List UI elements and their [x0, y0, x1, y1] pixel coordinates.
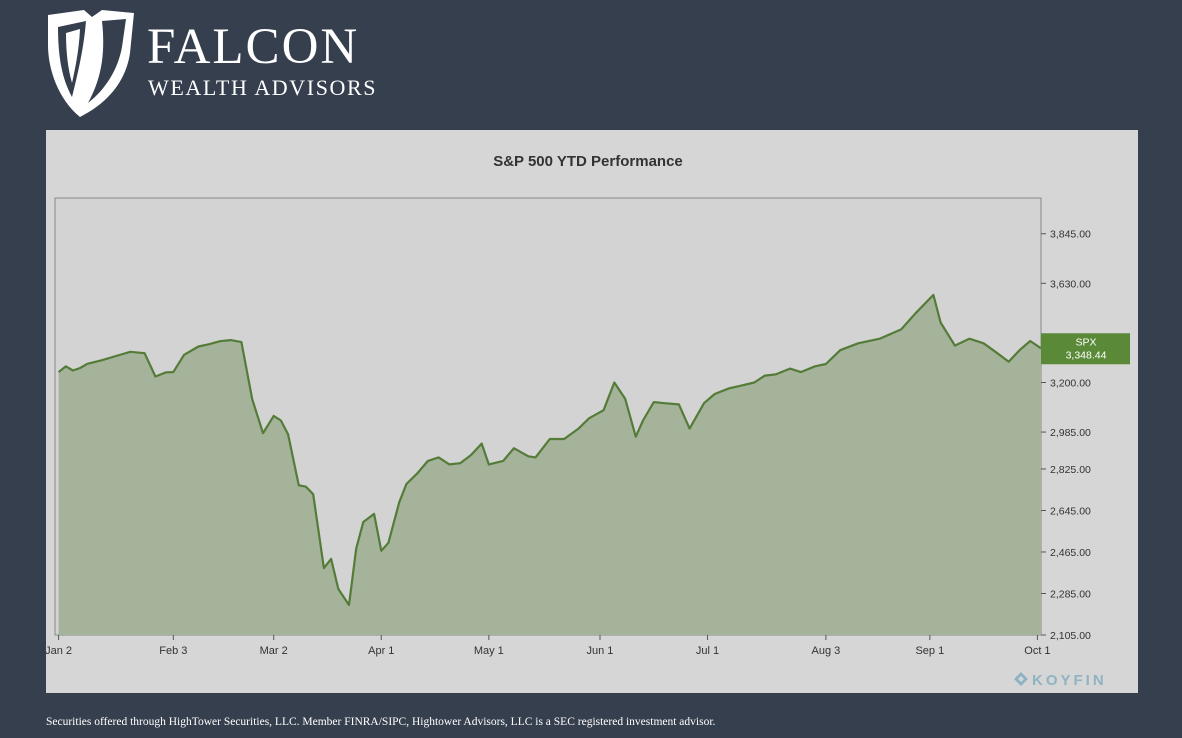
koyfin-text: KOYFIN: [1032, 672, 1107, 689]
x-tick-label: Feb 3: [159, 645, 187, 657]
chart-title: S&P 500 YTD Performance: [493, 153, 683, 170]
series-area-spx: [58, 294, 1042, 635]
y-tick-label: 3,200.00: [1050, 377, 1091, 389]
x-tick-label: Jan 2: [46, 645, 72, 657]
series-line-spx: [57, 293, 1042, 607]
x-tick-label: Aug 3: [811, 645, 840, 657]
y-tick-label: 2,105.00: [1050, 630, 1091, 642]
x-tick-label: May 1: [474, 645, 504, 657]
x-tick-label: Mar 2: [260, 645, 288, 657]
y-tick-label: 3,630.00: [1050, 278, 1091, 290]
y-tick-label: 2,985.00: [1050, 427, 1091, 439]
x-tick-label: Sep 1: [915, 645, 944, 657]
brand-name: FALCON: [147, 19, 360, 75]
brand-subtitle: WEALTH ADVISORS: [148, 75, 378, 100]
header: FALCON WEALTH ADVISORS: [0, 0, 1182, 128]
y-tick-label: 2,285.00: [1050, 588, 1091, 600]
disclaimer: Securities offered through HighTower Sec…: [46, 716, 716, 728]
x-axis: Jan 2 Feb 3 Mar 2 Apr 1 May 1 Jun 1 Jul 1 Aug 3…: [46, 635, 1051, 657]
y-tick-label: 2,645.00: [1050, 505, 1091, 517]
area-layer: [57, 293, 1042, 635]
falcon-shield-icon: [48, 10, 134, 117]
badge-series-name: SPX: [1075, 336, 1096, 348]
x-tick-label: Jul 1: [696, 645, 719, 657]
badge-value: 3,348.44: [1066, 349, 1107, 361]
chart: S&P 500 YTD Performance Jan 2 Feb 3 Mar 2 A…: [46, 153, 1130, 689]
koyfin-diamond-icon: [1014, 672, 1028, 686]
x-tick-label: Oct 1: [1024, 645, 1050, 657]
x-tick-label: Apr 1: [368, 645, 394, 657]
x-tick-label: Jun 1: [587, 645, 614, 657]
last-value-badge: SPX 3,348.44: [1041, 333, 1130, 365]
y-tick-label: 2,825.00: [1050, 464, 1091, 476]
koyfin-watermark: KOYFIN: [1014, 672, 1107, 689]
y-tick-label: 3,845.00: [1050, 229, 1091, 241]
y-tick-label: 2,465.00: [1050, 547, 1091, 559]
y-axis: 2,105.00 2,285.00 2,465.00 2,645.00 2,825.00…: [1041, 229, 1091, 642]
chart-panel: S&P 500 YTD Performance Jan 2 Feb 3 Mar 2 A…: [46, 130, 1138, 693]
